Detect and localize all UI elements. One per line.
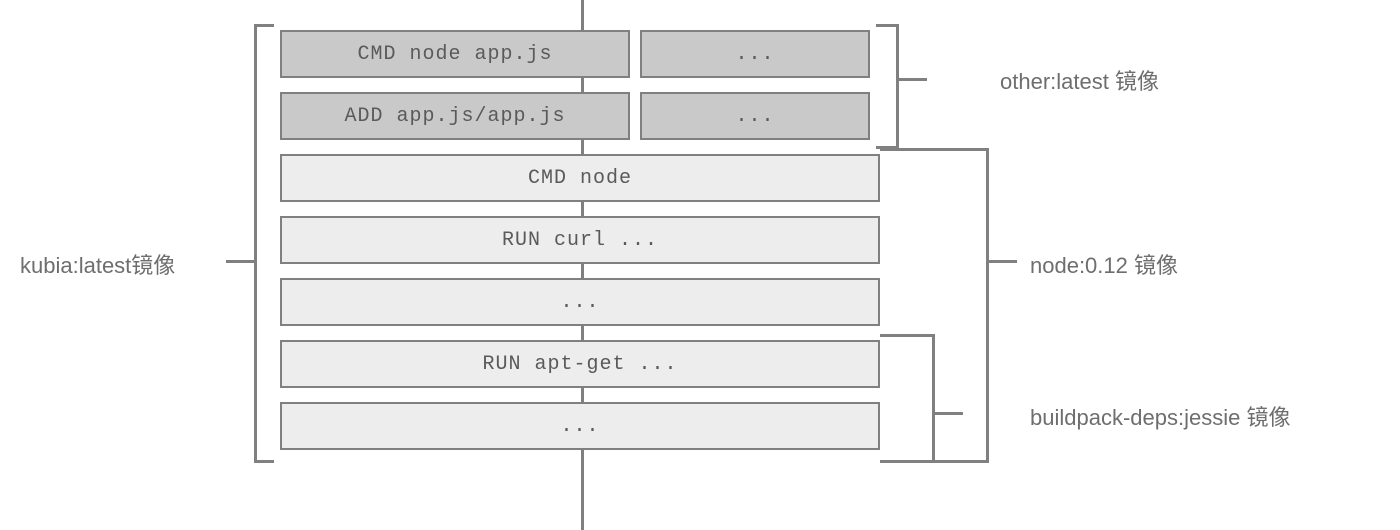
bracket-seg	[254, 24, 274, 27]
layer-text: RUN curl ...	[502, 229, 658, 252]
bracket-seg	[254, 460, 274, 463]
bracket-seg	[912, 334, 935, 337]
label-buildpack: buildpack-deps:jessie 镜像	[1030, 400, 1290, 432]
bracket-seg	[912, 460, 935, 463]
layer-text: ...	[560, 291, 599, 314]
bracket-seg	[935, 412, 963, 415]
layer-full-1: RUN curl ...	[280, 216, 880, 264]
layer-text: ...	[735, 105, 774, 128]
bracket-seg	[880, 146, 896, 149]
layer-top-left-0: CMD node app.js	[280, 30, 630, 78]
layer-text: CMD node	[528, 167, 632, 190]
bracket-seg	[989, 260, 1017, 263]
bracket-seg	[880, 460, 986, 463]
diagram-stage: CMD node app.js... ADD app.js/app.js... CM…	[0, 0, 1400, 530]
bracket-seg	[966, 460, 989, 463]
layer-top-right-1: ...	[640, 92, 870, 140]
bracket-seg	[876, 24, 899, 27]
bracket-seg	[896, 24, 899, 149]
bracket-seg	[876, 146, 899, 149]
bracket-seg	[899, 78, 927, 81]
label-kubia: kubia:latest镜像	[20, 248, 175, 280]
bracket-seg	[880, 334, 932, 337]
layer-full-3: RUN apt-get ...	[280, 340, 880, 388]
bracket-seg	[254, 24, 257, 463]
layer-top-right-0: ...	[640, 30, 870, 78]
bracket-seg	[226, 260, 254, 263]
layer-text: ...	[735, 43, 774, 66]
bracket-seg	[880, 24, 896, 27]
bracket-seg	[880, 148, 986, 151]
layer-top-left-1: ADD app.js/app.js	[280, 92, 630, 140]
layer-full-0: CMD node	[280, 154, 880, 202]
label-node: node:0.12 镜像	[1030, 248, 1178, 280]
layer-full-4: ...	[280, 402, 880, 450]
center-vertical-line	[581, 0, 584, 530]
layer-text: RUN apt-get ...	[482, 353, 677, 376]
layer-text: ADD app.js/app.js	[344, 105, 565, 128]
bracket-seg	[932, 334, 935, 463]
bracket-seg	[986, 148, 989, 463]
layer-text: ...	[560, 415, 599, 438]
label-other: other:latest 镜像	[1000, 64, 1159, 96]
layer-text: CMD node app.js	[357, 43, 552, 66]
layer-full-2: ...	[280, 278, 880, 326]
bracket-seg	[966, 148, 989, 151]
